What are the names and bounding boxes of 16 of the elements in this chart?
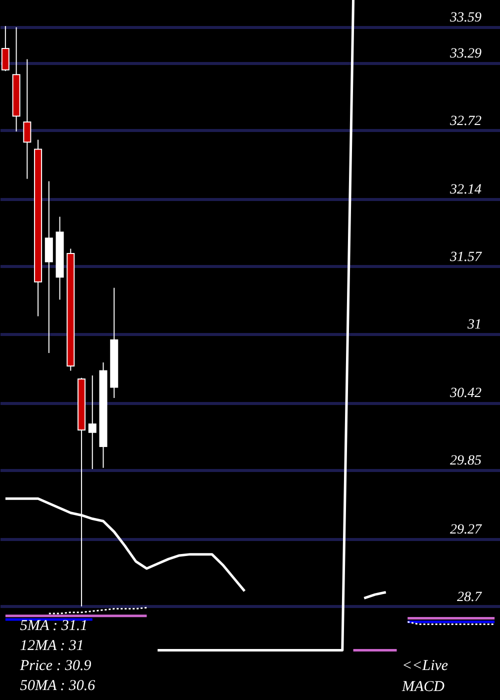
y-tick-label: 30.42	[449, 386, 482, 402]
annotation: 5MA : 31.1	[20, 618, 88, 634]
annotation: 12MA : 31	[20, 638, 84, 654]
y-tick-label: 29.27	[450, 522, 482, 538]
y-tick-label: 33.59	[449, 10, 482, 26]
annotation: <<Live	[402, 658, 448, 674]
y-tick-label: 31	[466, 318, 482, 333]
y-tick-label: 32.72	[449, 114, 482, 129]
annotation: MACD	[401, 679, 445, 695]
annotation: 50MA : 30.6	[20, 678, 96, 694]
y-tick-label: 33.29	[449, 46, 482, 62]
y-tick-label: 28.7	[457, 590, 482, 605]
y-tick-label: 31.57	[449, 250, 482, 265]
y-tick-label: 32.14	[449, 182, 482, 198]
annotation: Price : 30.9	[19, 658, 92, 674]
y-tick-label: 29.85	[450, 454, 482, 469]
